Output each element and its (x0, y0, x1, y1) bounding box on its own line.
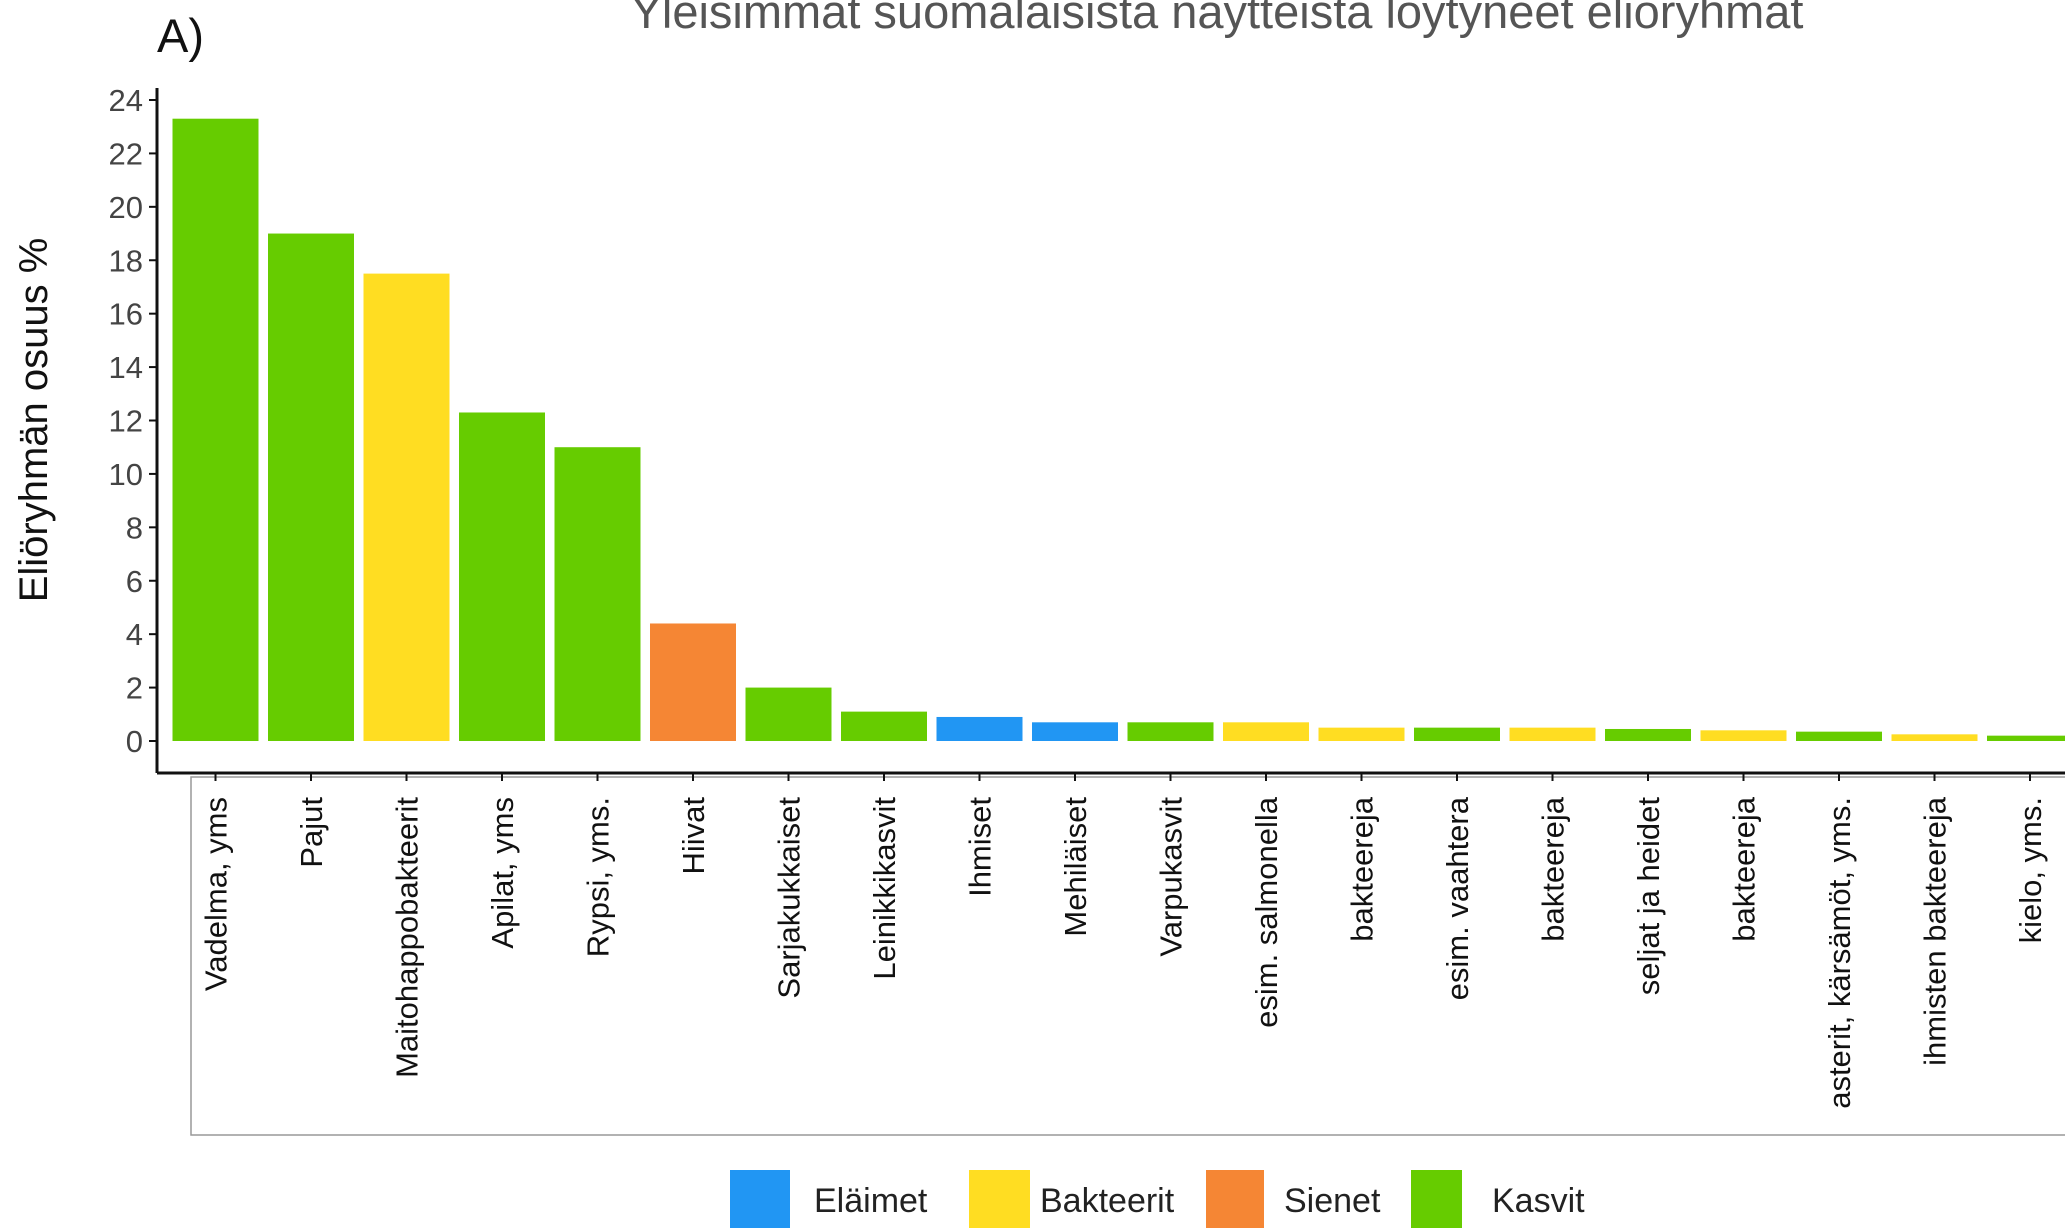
legend-swatch (730, 1170, 790, 1228)
y-axis-label: Eliöryhmän osuus % (12, 238, 56, 603)
panel-label: A) (157, 9, 204, 62)
x-tick-label: esim. vaahtera (1440, 796, 1475, 1000)
x-tick-label: Vadelma, yms (199, 797, 234, 991)
y-tick-label: 8 (126, 510, 143, 545)
bar (1509, 727, 1596, 741)
bar (172, 118, 259, 742)
legend-label: Sienet (1284, 1182, 1381, 1220)
bar (841, 711, 927, 741)
bar (745, 687, 832, 741)
x-tick-label: Leinikkikasvit (867, 797, 902, 980)
bar (1127, 722, 1214, 741)
bar (1032, 722, 1118, 741)
bar (268, 233, 354, 741)
bar (936, 716, 1023, 741)
x-tick-label: Ihmiset (963, 797, 998, 897)
bar (1414, 727, 1500, 741)
legend-swatch (1206, 1170, 1264, 1228)
y-tick-label: 0 (126, 724, 143, 759)
x-tick-label: Mehiläiset (1058, 797, 1093, 937)
legend-label: Eläimet (814, 1182, 928, 1220)
y-tick-label: 4 (126, 617, 143, 652)
y-tick-label: 14 (109, 350, 143, 385)
chart-title: Yleisimmät suomalaisista näytteistä löyt… (631, 0, 1804, 38)
bar (1796, 731, 1882, 741)
bar (554, 447, 641, 741)
bar (1223, 722, 1309, 741)
y-tick-label: 22 (109, 136, 143, 171)
bar (1891, 734, 1978, 741)
bar (650, 623, 736, 741)
y-tick-label: 18 (109, 243, 143, 278)
x-tick-label: bakteereja (1727, 796, 1762, 942)
y-tick-label: 12 (109, 404, 143, 439)
legend-swatch (1411, 1170, 1462, 1228)
y-tick-label: 6 (126, 564, 143, 599)
x-tick-label: ihmisten bakteereja (1918, 796, 1953, 1066)
bar (459, 412, 545, 741)
legend-label: Kasvit (1492, 1182, 1585, 1220)
x-tick-label: esim. salmonella (1249, 796, 1284, 1028)
y-tick-label: 16 (109, 297, 143, 332)
y-tick-label: 20 (109, 190, 143, 225)
bar (1987, 735, 2065, 741)
x-tick-label: Hiivat (676, 797, 711, 875)
x-tick-label: Maitohappobakteerit (390, 797, 425, 1078)
legend-label: Bakteerit (1040, 1182, 1175, 1220)
label-box (190, 776, 2065, 1136)
x-tick-label: Rypsi, yms. (581, 797, 616, 957)
y-tick-label: 2 (126, 671, 143, 706)
x-tick-label: asterit, kärsämöt, yms. (1822, 797, 1857, 1109)
legend-swatch (969, 1170, 1030, 1228)
x-tick-label: kielo, yms. (2013, 797, 2048, 943)
bar (1700, 730, 1787, 741)
bar (1605, 728, 1691, 741)
bar (1318, 727, 1405, 741)
bar (363, 273, 450, 741)
x-tick-label: Apilat, yms (485, 797, 520, 949)
y-tick-label: 10 (109, 457, 143, 492)
x-tick-label: bakteereja (1536, 796, 1571, 942)
y-tick-label: 24 (109, 83, 143, 118)
x-tick-label: Sarjakukkaiset (772, 797, 807, 999)
x-tick-label: bakteereja (1345, 796, 1380, 942)
x-tick-label: Pajut (294, 797, 329, 868)
x-tick-label: Varpukasvit (1154, 797, 1189, 957)
x-tick-label: seljat ja heidet (1631, 797, 1666, 996)
